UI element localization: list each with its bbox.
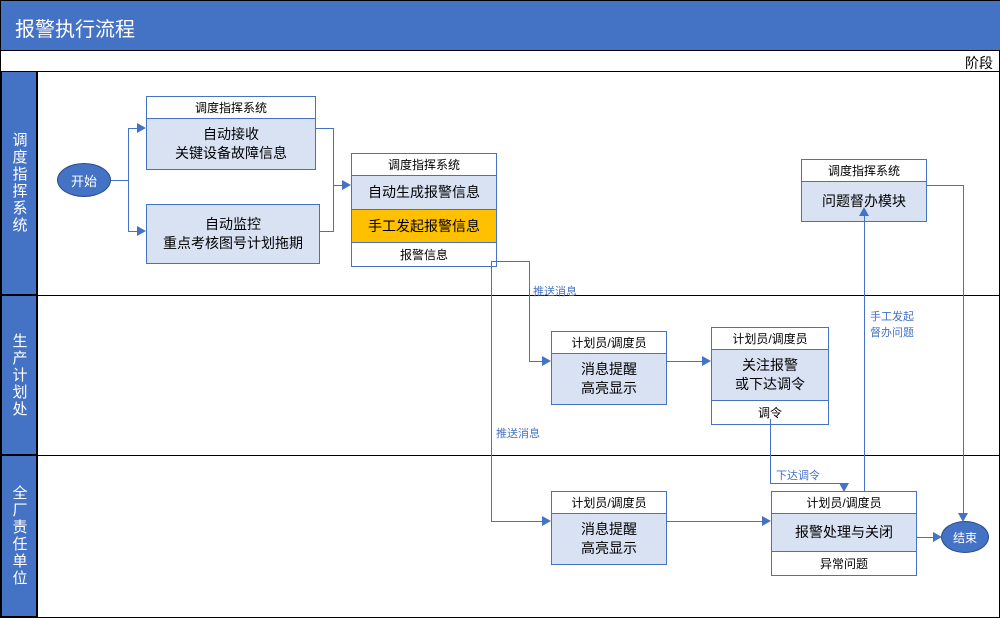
arrow-icon — [839, 483, 849, 492]
node-body: 关注报警 或下达调令 — [712, 350, 828, 400]
edge — [491, 521, 543, 522]
arrow-icon — [762, 516, 771, 526]
node-role: 调度指挥系统 — [802, 160, 926, 182]
node-body: 报警处理与关闭 — [772, 514, 916, 551]
edge — [864, 214, 865, 491]
arrow-icon — [702, 356, 711, 366]
edge — [963, 185, 964, 515]
node-role: 调度指挥系统 — [352, 154, 496, 176]
edge — [770, 483, 845, 484]
edge — [667, 361, 703, 362]
edge — [491, 261, 492, 521]
edge — [667, 521, 763, 522]
node-role: 计划员/调度员 — [772, 492, 916, 514]
node-msg-highlight-plan: 计划员/调度员 消息提醒 高亮显示 — [551, 331, 667, 405]
lane-dispatch-system: 调度指挥系统 — [1, 71, 37, 295]
edge — [111, 180, 129, 181]
end-node: 结束 — [941, 521, 989, 553]
edge-label: 推送消息 — [496, 425, 540, 441]
edge — [320, 231, 333, 232]
edge — [927, 185, 963, 186]
arrow-icon — [342, 180, 351, 190]
node-foot: 异常问题 — [772, 551, 916, 575]
node-role: 计划员/调度员 — [552, 332, 666, 354]
divider — [1, 455, 1000, 456]
edge — [770, 419, 771, 483]
edge — [316, 128, 333, 129]
node-process-close: 计划员/调度员 报警处理与关闭 异常问题 — [771, 491, 917, 576]
node-body: 自动接收 关键设备故障信息 — [147, 119, 315, 169]
edge — [333, 128, 334, 186]
arrow-icon — [137, 123, 146, 133]
node-auto-monitor: 自动监控 重点考核图号计划拖期 — [146, 204, 320, 264]
arrow-icon — [859, 207, 869, 216]
arrow-icon — [542, 356, 551, 366]
start-node: 开始 — [57, 163, 111, 197]
node-msg-highlight-unit: 计划员/调度员 消息提醒 高亮显示 — [551, 491, 667, 565]
edge — [491, 261, 498, 262]
arrow-icon — [933, 532, 942, 542]
node-body: 自动监控 重点考核图号计划拖期 — [147, 205, 319, 263]
node-body: 消息提醒 高亮显示 — [552, 514, 666, 564]
arrow-icon — [958, 513, 968, 522]
arrow-icon — [137, 226, 146, 236]
divider — [1, 71, 1000, 72]
edge — [529, 261, 530, 361]
divider — [37, 71, 38, 617]
edge — [497, 261, 530, 262]
edge — [128, 128, 129, 232]
node-attention-or-order: 计划员/调度员 关注报警 或下达调令 调令 — [711, 327, 829, 425]
lane-production-planning: 生产计划处 — [1, 295, 37, 455]
node-body-manual: 手工发起报警信息 — [352, 209, 496, 242]
node-body-auto: 自动生成报警信息 — [352, 176, 496, 209]
flowchart-canvas: 报警执行流程 阶段 调度指挥系统 生产计划处 全厂责任单位 开始 调度指挥系统 … — [0, 0, 1000, 618]
edge-label: 下达调令 — [776, 467, 820, 483]
divider — [1, 295, 1000, 296]
edge-label: 手工发起 督办问题 — [870, 308, 914, 340]
node-auto-receive: 调度指挥系统 自动接收 关键设备故障信息 — [146, 96, 316, 170]
stage-label: 阶段 — [965, 53, 993, 73]
node-role: 调度指挥系统 — [147, 97, 315, 119]
flow-title: 报警执行流程 — [1, 1, 1000, 51]
node-role: 计划员/调度员 — [552, 492, 666, 514]
node-foot: 报警信息 — [352, 242, 496, 266]
lane-responsible-units: 全厂责任单位 — [1, 455, 37, 617]
edge — [333, 186, 334, 232]
edge — [529, 361, 543, 362]
arrow-icon — [542, 516, 551, 526]
node-alarm-info: 调度指挥系统 自动生成报警信息 手工发起报警信息 报警信息 — [351, 153, 497, 267]
edge-label: 推送消息 — [533, 283, 577, 299]
node-body: 消息提醒 高亮显示 — [552, 354, 666, 404]
node-role: 计划员/调度员 — [712, 328, 828, 350]
